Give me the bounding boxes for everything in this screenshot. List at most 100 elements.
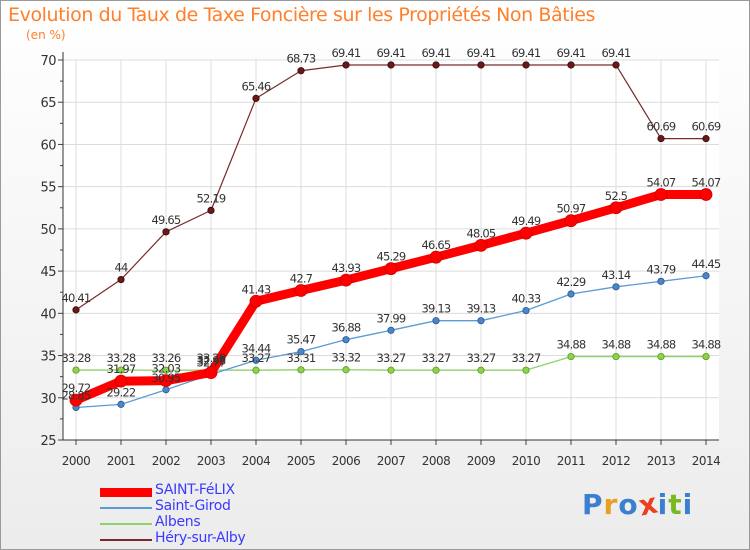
data-label: 29.72 xyxy=(62,381,91,395)
data-label: 69.41 xyxy=(602,46,631,60)
x-tick-label: 2011 xyxy=(557,454,586,468)
data-point xyxy=(432,317,440,325)
data-label: 32.03 xyxy=(152,362,181,376)
data-label: 69.41 xyxy=(332,46,361,60)
data-point xyxy=(477,61,485,69)
data-point xyxy=(567,61,575,69)
y-tick-label: 55 xyxy=(40,181,56,196)
data-point xyxy=(117,275,125,284)
chart-title: Evolution du Taux de Taxe Foncière sur l… xyxy=(8,4,596,26)
x-tick-label: 2007 xyxy=(377,454,406,468)
data-point xyxy=(69,393,83,407)
data-point xyxy=(474,238,488,252)
data-label: 48.05 xyxy=(467,226,496,240)
data-label: 39.13 xyxy=(422,302,451,316)
y-tick-label: 70 xyxy=(40,54,56,69)
data-point xyxy=(162,228,170,236)
data-point xyxy=(342,336,350,344)
data-label: 54.07 xyxy=(647,176,676,190)
data-point xyxy=(117,400,125,408)
data-label: 29.22 xyxy=(107,385,136,399)
proxiti-logo: Proxiti xyxy=(582,486,693,522)
x-tick-label: 2012 xyxy=(602,454,631,468)
data-label: 40.41 xyxy=(62,291,91,305)
data-point xyxy=(204,366,218,380)
data-label: 50.97 xyxy=(557,202,586,216)
data-point xyxy=(252,356,260,364)
y-tick-label: 30 xyxy=(40,392,56,407)
data-label: 43.79 xyxy=(647,262,676,276)
data-label: 33.31 xyxy=(287,351,316,365)
data-label: 28.85 xyxy=(62,388,91,402)
data-point xyxy=(612,61,620,69)
x-tick-label: 2013 xyxy=(647,454,676,468)
data-label: 33.32 xyxy=(332,351,361,365)
chart-unit-label: (en %) xyxy=(26,28,66,42)
legend-swatch xyxy=(100,487,152,497)
data-label: 33.28 xyxy=(197,351,226,365)
data-label: 69.41 xyxy=(422,46,451,60)
data-label: 33.27 xyxy=(512,351,541,365)
data-point xyxy=(612,283,620,291)
data-label: 65.46 xyxy=(242,79,271,93)
data-label: 45.29 xyxy=(377,250,406,264)
data-label: 49.49 xyxy=(512,214,541,228)
data-label: 35.47 xyxy=(287,333,316,347)
data-label: 41.43 xyxy=(242,282,271,296)
y-tick-label: 35 xyxy=(40,350,56,365)
legend-label: Albens xyxy=(155,514,201,530)
legend-swatch xyxy=(100,507,152,509)
data-point xyxy=(159,374,173,388)
data-point xyxy=(387,326,395,334)
data-point xyxy=(522,306,530,315)
data-label: 49.65 xyxy=(152,213,181,227)
data-label: 43.93 xyxy=(332,261,361,275)
y-tick-label: 45 xyxy=(40,265,56,280)
logo-letter: P xyxy=(582,488,604,521)
data-label: 60.69 xyxy=(692,120,721,134)
data-point xyxy=(567,290,575,298)
data-point xyxy=(657,135,665,143)
data-point xyxy=(702,352,710,361)
data-point xyxy=(702,135,710,143)
x-tick-label: 2001 xyxy=(107,454,136,468)
data-label: 69.41 xyxy=(512,46,541,60)
data-label: 32.98 xyxy=(197,354,226,368)
y-tick-label: 50 xyxy=(40,223,56,238)
data-point xyxy=(612,352,620,361)
x-tick-label: 2006 xyxy=(332,454,361,468)
data-label: 32.77 xyxy=(197,355,226,369)
data-label: 60.69 xyxy=(647,120,676,134)
x-tick-label: 2003 xyxy=(197,454,226,468)
data-label: 34.88 xyxy=(647,338,676,352)
data-label: 31.97 xyxy=(107,362,136,376)
data-point xyxy=(339,273,353,287)
data-point xyxy=(252,366,260,374)
data-label: 37.99 xyxy=(377,311,406,325)
data-point xyxy=(702,272,710,280)
y-tick-label: 60 xyxy=(40,138,56,153)
data-label: 52.19 xyxy=(197,191,226,205)
data-point xyxy=(657,352,665,361)
data-point xyxy=(654,188,668,201)
data-label: 30.95 xyxy=(152,371,181,385)
data-point xyxy=(162,386,170,394)
data-point xyxy=(432,61,440,69)
legend-swatch xyxy=(100,539,152,541)
logo-letter: o xyxy=(618,488,639,521)
data-point xyxy=(297,366,305,374)
data-label: 33.28 xyxy=(107,351,136,365)
data-point xyxy=(519,226,533,240)
data-label: 46.65 xyxy=(422,238,451,252)
data-point xyxy=(294,284,308,297)
data-label: 33.27 xyxy=(467,351,496,365)
logo-letter: r xyxy=(603,488,619,521)
data-label: 39.13 xyxy=(467,302,496,316)
data-point xyxy=(117,366,125,374)
data-point xyxy=(342,61,350,69)
x-tick-label: 2004 xyxy=(242,454,271,468)
data-label: 52.5 xyxy=(605,189,628,203)
data-label: 54.07 xyxy=(692,176,721,190)
data-point xyxy=(387,61,395,69)
